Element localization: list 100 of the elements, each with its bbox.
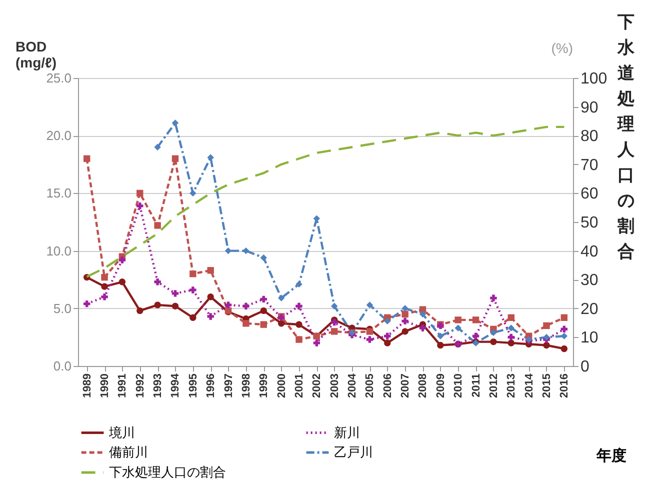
y2-tick-label: 90 [580, 99, 598, 116]
y2-tick-label: 30 [580, 272, 598, 290]
point [260, 296, 267, 303]
point [490, 338, 497, 346]
x-tick-label: 2004 [346, 372, 359, 398]
x-tick-label: 1989 [81, 374, 94, 398]
point [366, 328, 374, 335]
point [508, 324, 514, 332]
x-tick-label: 1994 [170, 372, 182, 398]
point [384, 318, 391, 324]
point [172, 155, 179, 162]
point [366, 302, 374, 308]
legend-label: 備前川 [109, 444, 148, 460]
point [172, 290, 179, 297]
x-tick-label: 2015 [540, 374, 553, 398]
point [83, 300, 90, 308]
point [472, 332, 480, 340]
point [118, 256, 126, 264]
point [154, 302, 161, 308]
x-tick-label: 2010 [452, 374, 465, 398]
point [366, 336, 374, 343]
point [242, 247, 250, 254]
x-tick-label: 2012 [488, 374, 500, 398]
y-tick-label: 5.0 [53, 300, 72, 316]
y2-tick-label: 100 [580, 70, 608, 88]
point [190, 270, 196, 278]
point [330, 318, 338, 326]
point [260, 254, 267, 262]
text: (%) [551, 40, 573, 56]
point [437, 342, 444, 349]
point [419, 324, 426, 332]
point [472, 316, 480, 324]
x-tick-label: 2009 [434, 374, 447, 398]
point [313, 340, 320, 346]
point [260, 321, 267, 328]
point [154, 222, 161, 229]
point [296, 336, 302, 343]
y2-tick-label: 70 [580, 156, 598, 174]
x-tick-label: 1995 [187, 374, 200, 398]
point [136, 307, 144, 314]
point [560, 326, 568, 332]
point [543, 334, 550, 341]
legend-label: 境川 [108, 424, 135, 440]
point [207, 313, 214, 320]
text: 下水道処理人口の割合 [618, 12, 634, 261]
y-tick-label: 10.0 [46, 243, 72, 258]
x-tick-label: 2011 [470, 374, 482, 398]
point [560, 332, 568, 340]
point [136, 190, 144, 197]
y-tick-label: 0.0 [53, 358, 72, 374]
point [190, 314, 196, 321]
point [402, 310, 408, 318]
point [296, 302, 302, 310]
y2-tick-label: 80 [580, 128, 598, 146]
point [101, 294, 108, 300]
point [296, 321, 302, 328]
point [454, 324, 462, 332]
y2-tick-label: 10 [580, 330, 598, 347]
x-tick-label: 2000 [276, 374, 288, 398]
point [224, 247, 232, 254]
point [330, 328, 338, 335]
point [190, 190, 196, 197]
x-tick-label: 2002 [311, 374, 324, 398]
point [224, 302, 232, 308]
y-tick-label: 15.0 [46, 186, 72, 201]
point [101, 274, 108, 281]
legend-label: 新川 [334, 424, 360, 440]
point [560, 345, 568, 352]
point [543, 322, 550, 330]
x-tick-label: 2013 [506, 374, 518, 398]
y2-tick-label: 60 [580, 186, 598, 203]
point [508, 334, 514, 341]
x-tick-label: 2003 [328, 374, 341, 398]
point [190, 286, 196, 294]
point [330, 302, 338, 310]
point [136, 202, 144, 210]
point [260, 307, 267, 314]
y2-tick-label: 40 [580, 243, 598, 260]
x-tick-label: 1996 [205, 374, 218, 398]
point [454, 316, 462, 324]
point [437, 332, 444, 340]
point [402, 305, 408, 312]
point [118, 278, 126, 286]
x-tick-label: 1993 [152, 374, 164, 398]
point [154, 144, 161, 150]
x-tick-label: 1997 [222, 374, 235, 398]
point [313, 215, 320, 222]
y2-tick-label: 50 [580, 214, 598, 232]
x-tick-label: 1999 [258, 374, 270, 398]
x-tick-label: 2001 [293, 374, 306, 398]
point [172, 302, 179, 310]
x-tick-label: 2007 [400, 374, 412, 398]
point [172, 120, 179, 126]
y-tick-label: 20.0 [46, 128, 72, 144]
y-tick-label: 25.0 [46, 70, 72, 86]
point [242, 320, 250, 327]
point [419, 306, 426, 313]
x-tick-label: 1998 [240, 374, 252, 398]
point [402, 318, 408, 324]
x-tick-label: 2014 [523, 372, 536, 398]
